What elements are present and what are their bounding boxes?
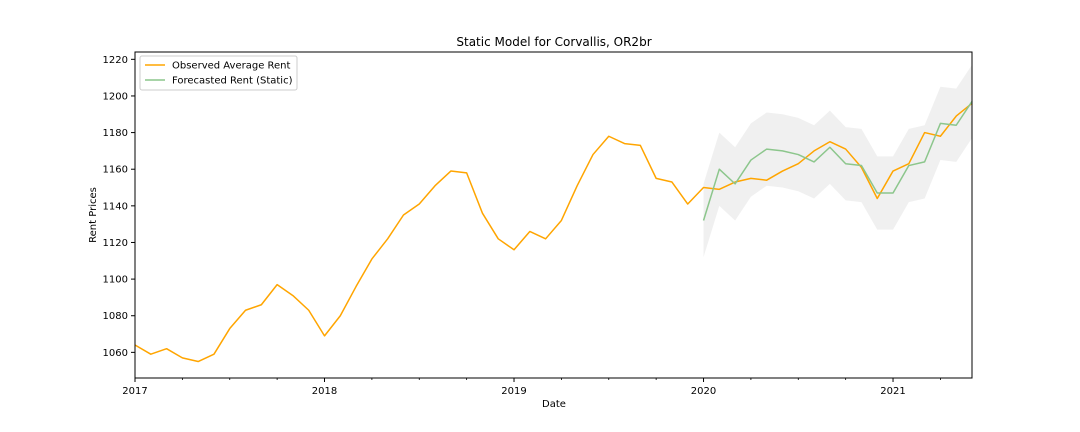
y-tick-label-1120: 1120	[103, 238, 128, 249]
y-tick-label-1220: 1220	[103, 55, 128, 66]
y-axis-label: Rent Prices	[88, 187, 99, 243]
legend: Observed Average Rent Forecasted Rent (S…	[140, 56, 297, 90]
x-tick-label-2018: 2018	[312, 386, 337, 397]
y-tick-label-1060: 1060	[103, 348, 128, 359]
y-tick-label-1080: 1080	[103, 311, 128, 322]
y-tick-label-1200: 1200	[103, 91, 128, 102]
legend-label-forecast: Forecasted Rent (Static)	[172, 76, 293, 87]
x-tick-label-2019: 2019	[501, 386, 526, 397]
y-tick-label-1160: 1160	[103, 165, 128, 176]
chart-title: Static Model for Corvallis, OR2br	[456, 35, 651, 49]
x-axis-label: Date	[542, 399, 566, 410]
legend-label-observed: Observed Average Rent	[172, 61, 291, 72]
y-tick-label-1140: 1140	[103, 201, 128, 212]
x-tick-label-2017: 2017	[122, 386, 147, 397]
x-tick-label-2020: 2020	[691, 386, 716, 397]
y-tick-label-1180: 1180	[103, 128, 128, 139]
y-tick-label-1100: 1100	[103, 275, 128, 286]
x-tick-label-2021: 2021	[880, 386, 905, 397]
